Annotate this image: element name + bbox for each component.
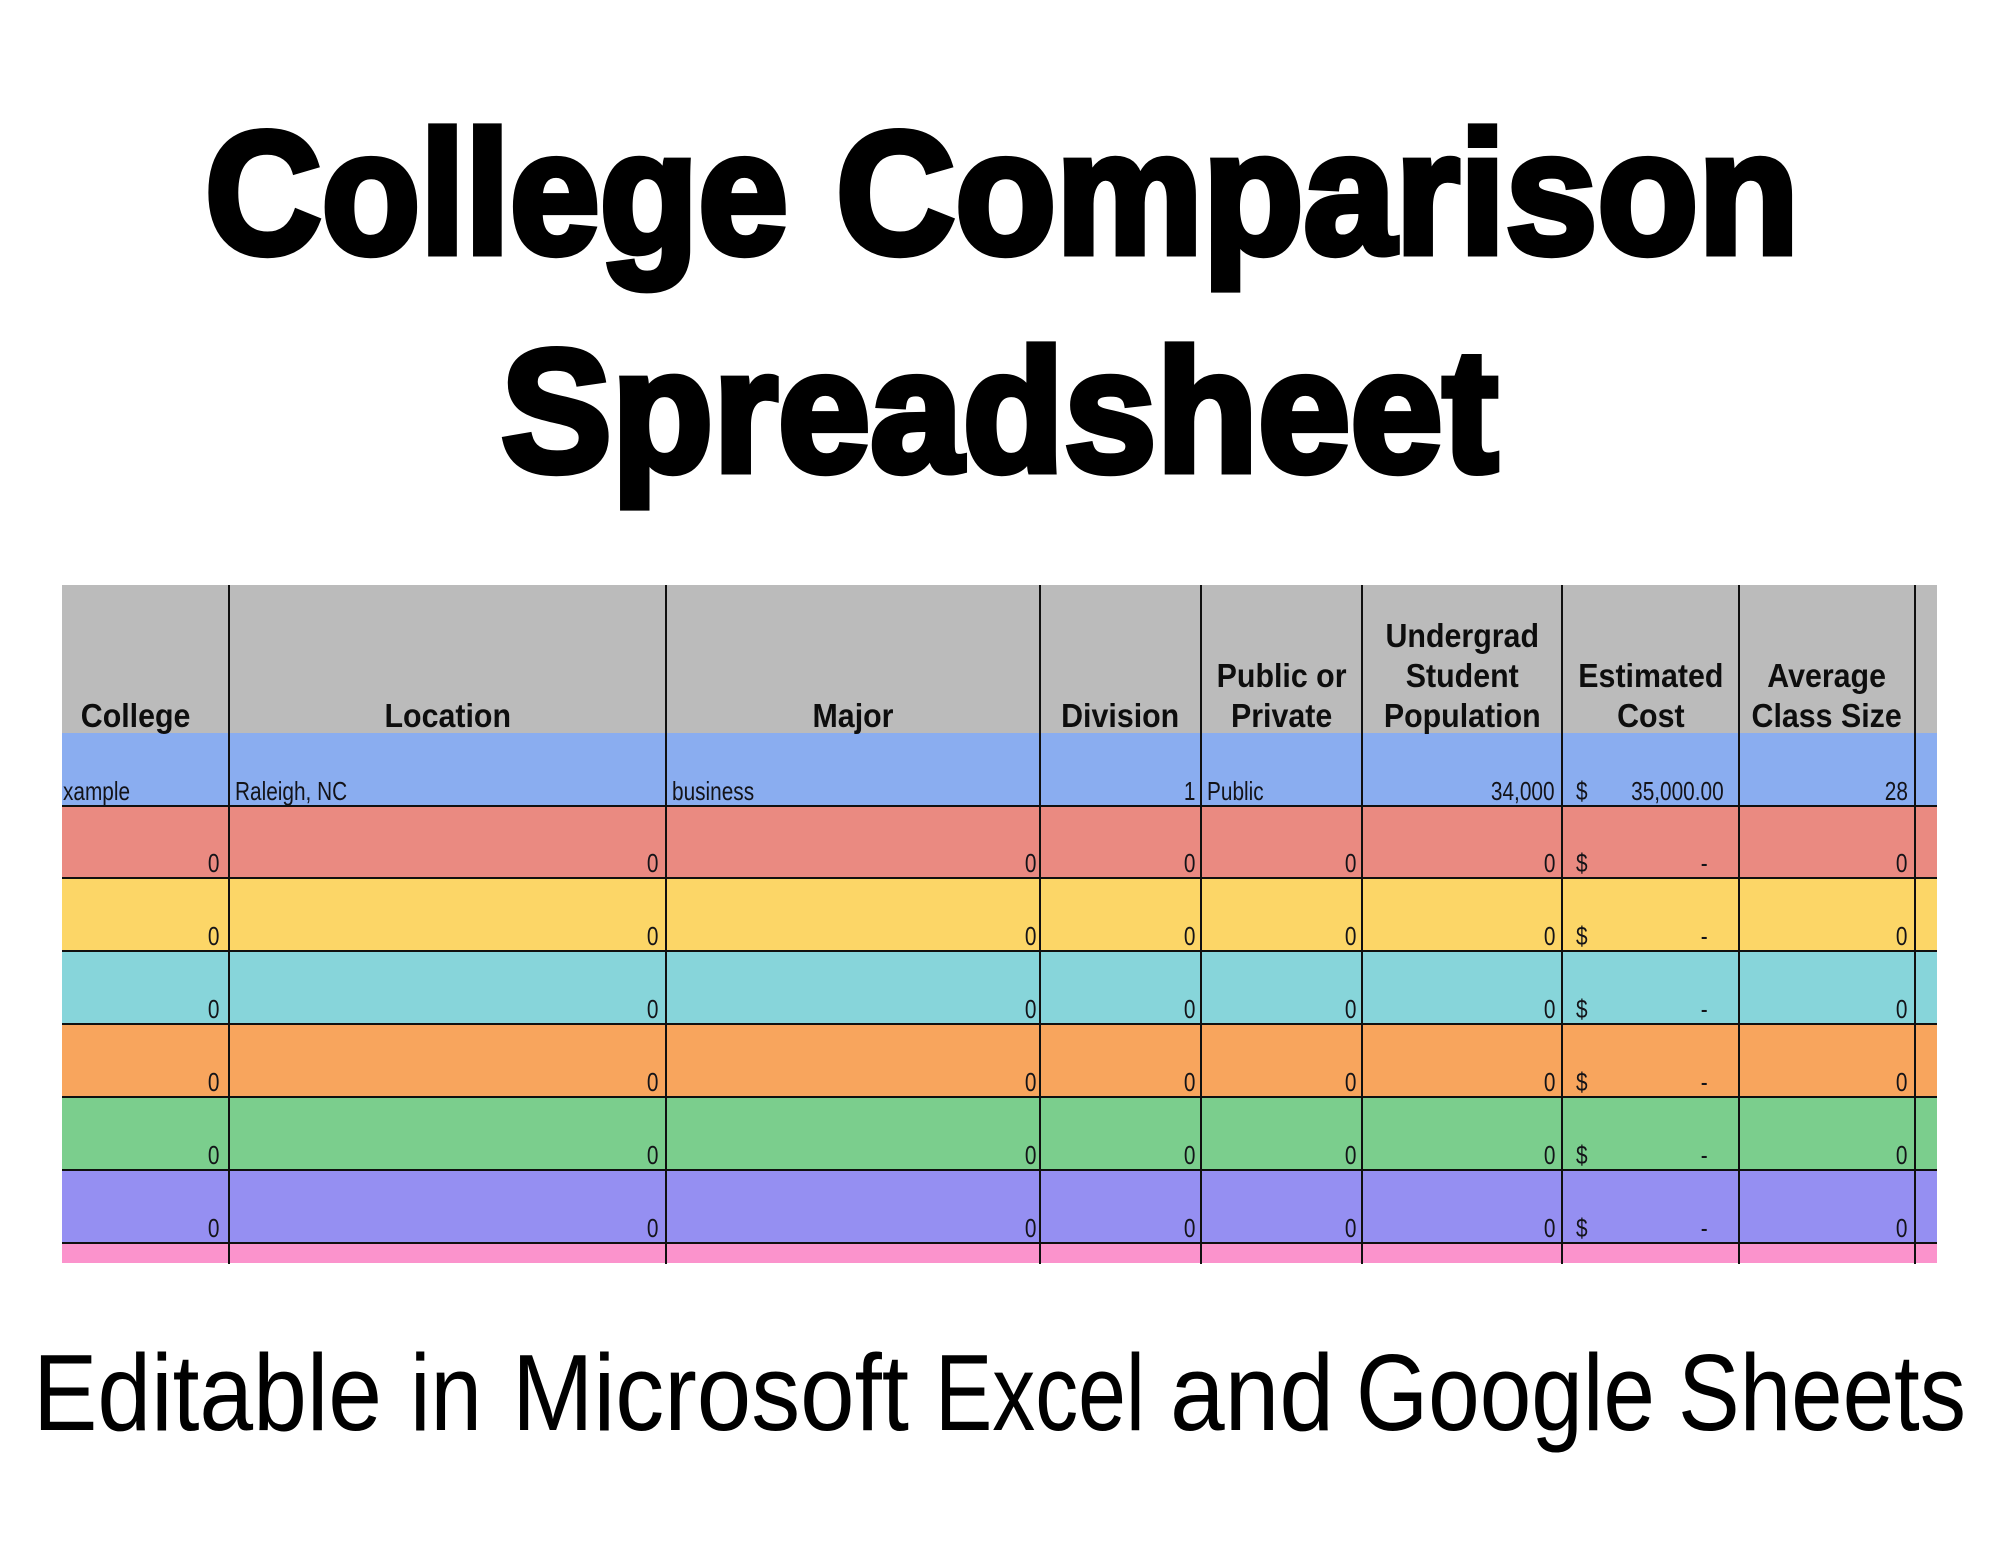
svg-text:College: College	[205, 95, 788, 290]
svg-text:Microsoft: Microsoft	[512, 1332, 909, 1454]
svg-text:Sheets: Sheets	[1678, 1332, 1966, 1454]
svg-text:Editable: Editable	[33, 1332, 382, 1454]
svg-text:Google: Google	[1356, 1332, 1655, 1454]
svg-text:and: and	[1170, 1332, 1334, 1454]
svg-text:Excel: Excel	[935, 1332, 1145, 1454]
svg-text:Spreadsheet: Spreadsheet	[501, 313, 1498, 508]
svg-text:in: in	[410, 1332, 482, 1454]
svg-text:Comparison: Comparison	[836, 95, 1799, 290]
